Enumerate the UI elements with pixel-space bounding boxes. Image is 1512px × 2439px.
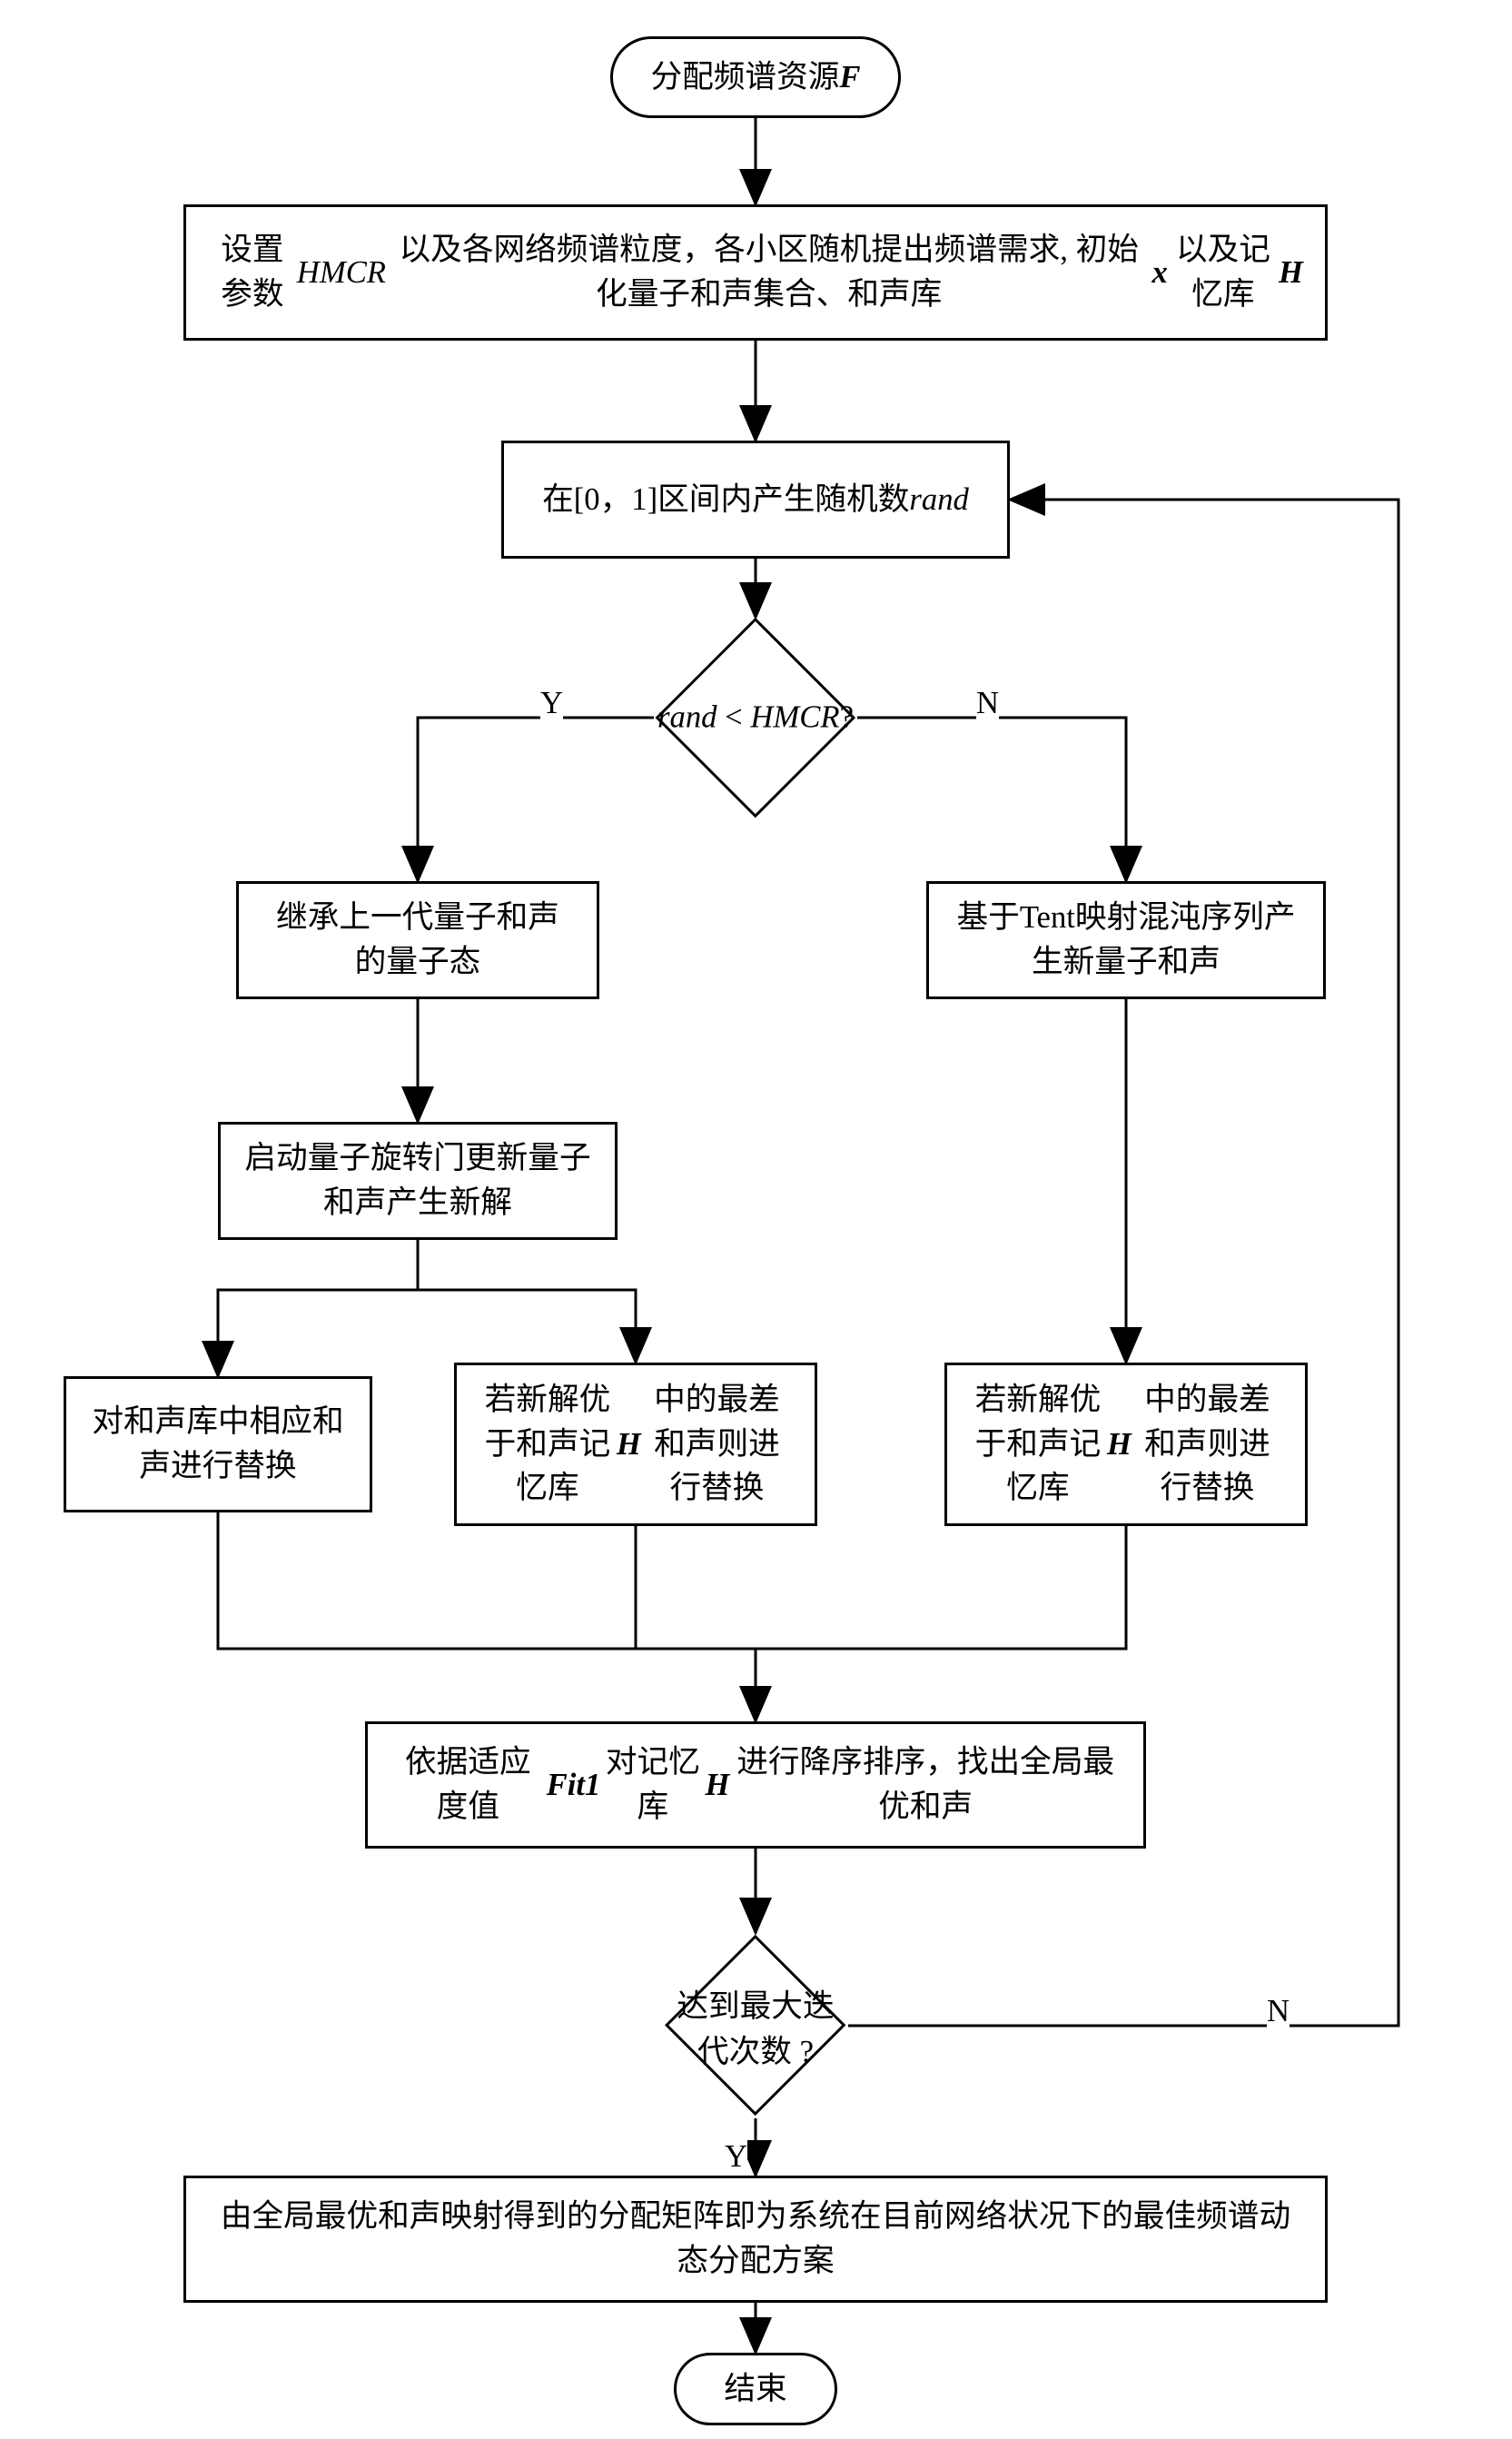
- node-tent: 基于Tent映射混沌序列产生新量子和声: [926, 881, 1326, 999]
- node-sort: 依据适应度值Fit1对记忆库H进行降序排序，找出全局最优和声: [365, 1721, 1146, 1849]
- edge-replace_lib-join: [218, 1512, 756, 1649]
- node-start: 分配频谱资源F: [610, 36, 901, 118]
- node-replace_h1: 若新解优于和声记忆库H中的最差和声则进行替换: [454, 1363, 817, 1526]
- node-result: 由全局最优和声映射得到的分配矩阵即为系统在目前网络状况下的最佳频谱动态分配方案: [183, 2176, 1328, 2303]
- node-dec_iter: 达到最大迭代次数 ?: [691, 1961, 819, 2089]
- edge-replace_h1-join: [636, 1526, 756, 1649]
- node-rotate: 启动量子旋转门更新量子和声产生新解: [218, 1122, 618, 1240]
- node-dec_hmcr: rand < HMCR?: [685, 647, 826, 788]
- edge-label-dec_iter-result: Y: [725, 2139, 747, 2175]
- node-inherit: 继承上一代量子和声的量子态: [236, 881, 599, 999]
- edge-rotate-replace_lib: [218, 1240, 418, 1376]
- node-replace_h2: 若新解优于和声记忆库H中的最差和声则进行替换: [944, 1363, 1308, 1526]
- node-replace_lib: 对和声库中相应和声进行替换: [64, 1376, 372, 1512]
- edge-label-dec_hmcr-inherit: Y: [540, 686, 563, 721]
- edge-dec_hmcr-tent: [857, 718, 1126, 881]
- edge-replace_h2-join: [756, 1526, 1126, 1649]
- node-rand: 在[0，1]区间内产生随机数rand: [501, 441, 1010, 559]
- edge-label-dec_iter-rand_loop: N: [1267, 1994, 1290, 2029]
- node-init: 设置参数HMCR以及各网络频谱粒度，各小区随机提出频谱需求, 初始化量子和声集合…: [183, 204, 1328, 341]
- edge-dec_hmcr-inherit: [418, 718, 654, 881]
- edge-rotate-replace_h1: [418, 1240, 636, 1363]
- node-end: 结束: [674, 2353, 837, 2425]
- edge-label-dec_hmcr-tent: N: [976, 686, 999, 721]
